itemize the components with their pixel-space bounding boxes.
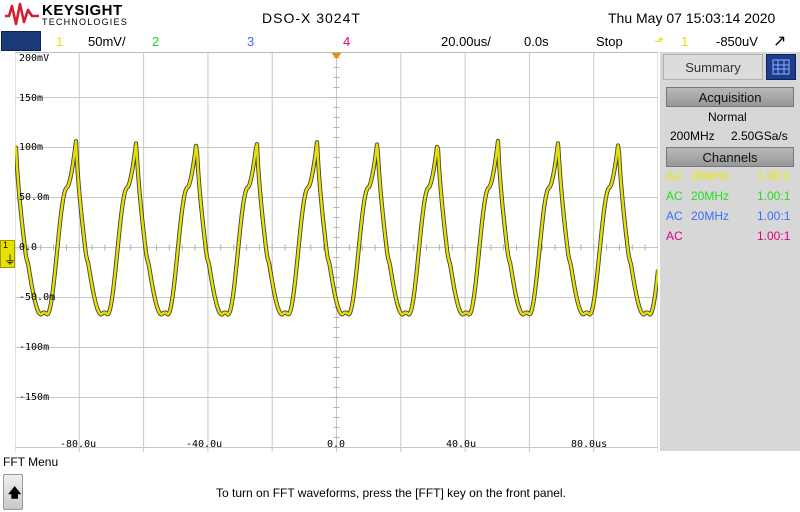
tab-summary[interactable]: Summary (663, 54, 763, 80)
keysight-logo-icon (5, 2, 39, 26)
timebase-scale[interactable]: 20.00us/ (441, 34, 491, 49)
y-label: -150m (19, 392, 50, 403)
summary-panel: Summary Acquisition Normal 200MHz 2.50GS… (660, 52, 800, 451)
trigger-source[interactable]: 1 (681, 34, 689, 49)
channel-4-coupling: AC (666, 229, 683, 243)
up-arrow-icon: 🡅 (8, 485, 22, 500)
fft-help-message: To turn on FFT waveforms, press the [FFT… (216, 486, 566, 500)
y-label: -100m (19, 342, 50, 353)
channel-2-indicator[interactable]: 2 (152, 34, 160, 49)
x-label: 0.0 (327, 439, 346, 450)
y-label: 50.0m (19, 192, 50, 203)
ground-icon: ⏚ (4, 253, 17, 267)
channel-1-indicator[interactable]: 1 (56, 34, 64, 49)
channel-3-coupling: AC (666, 209, 683, 223)
channel-3-indicator[interactable]: 3 (247, 34, 255, 49)
x-label: -40.0u (186, 439, 223, 450)
waveform-channel-1 (15, 139, 658, 316)
x-label: 80.0us (571, 439, 608, 450)
ground-marker-channel: 1 (3, 240, 9, 250)
status-bar: 1 50mV/ 2 3 4 20.00us/ 0.0s Stop ⬏ 1 -85… (0, 30, 800, 52)
trigger-level[interactable]: -850uV (716, 34, 758, 49)
channel-3-bandwidth: 20MHz (691, 209, 730, 223)
channel-3-probe: 1.00:1 (757, 209, 791, 223)
tab-grid-menu[interactable] (766, 54, 796, 80)
waveform-display[interactable]: 200mV 150m 100m 50.0m 0.0 -50.0m -100m -… (15, 52, 658, 453)
trigger-edge-icon: ⬏ (654, 34, 665, 48)
channels-header: Channels (666, 147, 794, 167)
y-label: 100m (19, 142, 44, 153)
channel-2-coupling: AC (666, 189, 683, 203)
channel-2-bandwidth: 20MHz (691, 189, 730, 203)
acquisition-mode: Normal (708, 110, 747, 124)
x-label: -80.0u (60, 439, 97, 450)
bandwidth: 200MHz (670, 129, 715, 143)
trigger-position-marker-icon (331, 53, 342, 59)
channel-2-probe: 1.00:1 (757, 189, 791, 203)
menu-up-button[interactable]: 🡅 (3, 474, 23, 510)
graticule (15, 53, 658, 452)
grid-menu-icon (772, 59, 790, 75)
date-time: Thu May 07 15:03:14 2020 (608, 10, 776, 26)
channel-1-ground-marker[interactable]: 1 ⏚ (0, 240, 17, 268)
channel-4-probe: 1.00:1 (757, 229, 791, 243)
y-label: -50.0m (19, 292, 56, 303)
channel-4-indicator[interactable]: 4 (343, 34, 351, 49)
brand-subtitle: TECHNOLOGIES (42, 17, 128, 27)
softkey-menu: FFT Menu 🡅 To turn on FFT waveforms, pre… (0, 452, 800, 512)
menu-title: FFT Menu (3, 455, 59, 469)
y-label: 0.0 (19, 242, 38, 253)
acquisition-header: Acquisition (666, 87, 794, 107)
channel-1-probe: 1.00:1 (757, 169, 791, 183)
sample-rate: 2.50GSa/s (731, 129, 788, 143)
y-label: 150m (19, 93, 44, 104)
run-state: Stop (596, 34, 623, 49)
channel-1-bandwidth: 20MHz (691, 169, 730, 183)
channel-menu-button[interactable] (1, 31, 41, 51)
time-delay[interactable]: 0.0s (524, 34, 549, 49)
brand-name: KEYSIGHT (42, 2, 123, 19)
autoscale-icon[interactable]: ↗ (773, 33, 787, 50)
model-name: DSO-X 3024T (262, 10, 361, 26)
y-label: 200mV (19, 53, 50, 64)
channel-1-scale[interactable]: 50mV/ (88, 34, 126, 49)
x-label: 40.0u (446, 439, 477, 450)
header: KEYSIGHT TECHNOLOGIES DSO-X 3024T Thu Ma… (0, 0, 800, 30)
channel-1-coupling: AC (666, 169, 683, 183)
